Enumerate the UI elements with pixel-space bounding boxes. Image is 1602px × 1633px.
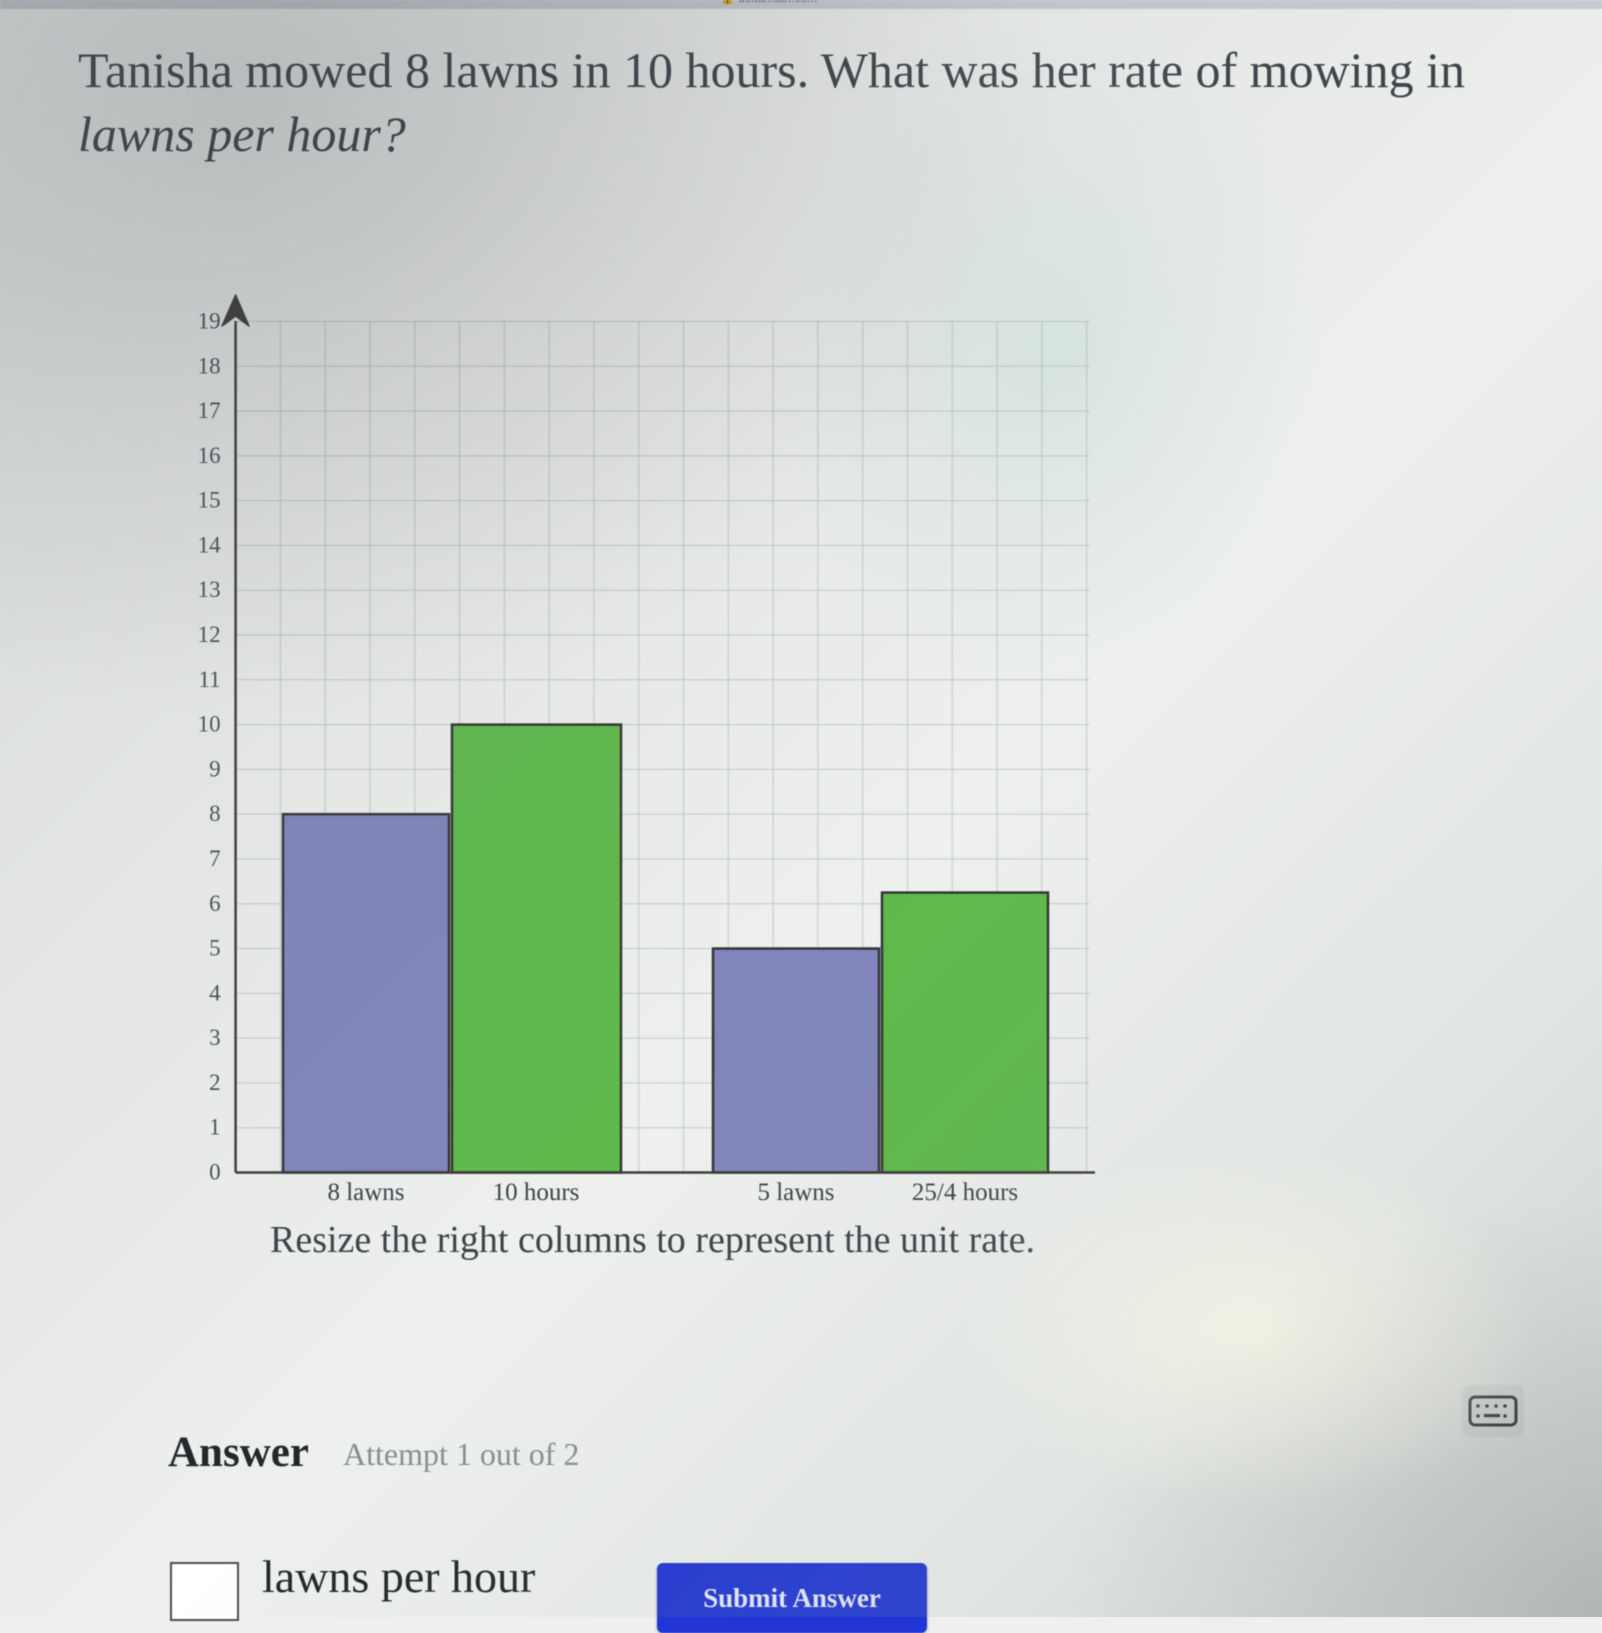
svg-text:7: 7 [209, 846, 221, 871]
svg-text:14: 14 [198, 532, 222, 557]
svg-text:1: 1 [209, 1115, 221, 1140]
svg-text:3: 3 [209, 1025, 221, 1050]
svg-text:18: 18 [198, 353, 221, 378]
svg-text:6: 6 [209, 891, 221, 916]
svg-text:9: 9 [209, 756, 221, 781]
svg-text:15: 15 [198, 488, 221, 513]
svg-text:10 hours: 10 hours [493, 1179, 580, 1206]
svg-text:10: 10 [198, 712, 221, 737]
svg-text:8: 8 [209, 801, 221, 826]
svg-text:0: 0 [209, 1160, 221, 1185]
svg-text:16: 16 [198, 443, 221, 468]
svg-text:17: 17 [198, 398, 221, 423]
svg-text:12: 12 [198, 622, 221, 647]
svg-text:5 lawns: 5 lawns [757, 1179, 834, 1206]
svg-text:8 lawns: 8 lawns [327, 1179, 404, 1206]
svg-text:4: 4 [209, 980, 221, 1005]
svg-text:25/4 hours: 25/4 hours [912, 1179, 1018, 1206]
svg-text:13: 13 [198, 577, 221, 602]
svg-text:5: 5 [209, 936, 221, 961]
svg-text:19: 19 [198, 309, 221, 334]
svg-text:2: 2 [209, 1070, 221, 1095]
svg-text:11: 11 [198, 667, 220, 692]
